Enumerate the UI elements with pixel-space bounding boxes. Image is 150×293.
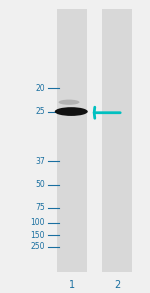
- Ellipse shape: [55, 107, 88, 116]
- Text: 250: 250: [30, 242, 45, 251]
- Text: 50: 50: [35, 180, 45, 189]
- Bar: [102, 9, 132, 272]
- Text: 2: 2: [114, 280, 120, 290]
- Text: 75: 75: [35, 203, 45, 212]
- Text: 100: 100: [30, 218, 45, 227]
- Bar: [57, 9, 87, 272]
- Text: 25: 25: [35, 107, 45, 116]
- Text: 1: 1: [69, 280, 75, 290]
- Text: 37: 37: [35, 157, 45, 166]
- Text: 150: 150: [30, 231, 45, 240]
- Ellipse shape: [58, 100, 80, 105]
- Text: 20: 20: [35, 84, 45, 93]
